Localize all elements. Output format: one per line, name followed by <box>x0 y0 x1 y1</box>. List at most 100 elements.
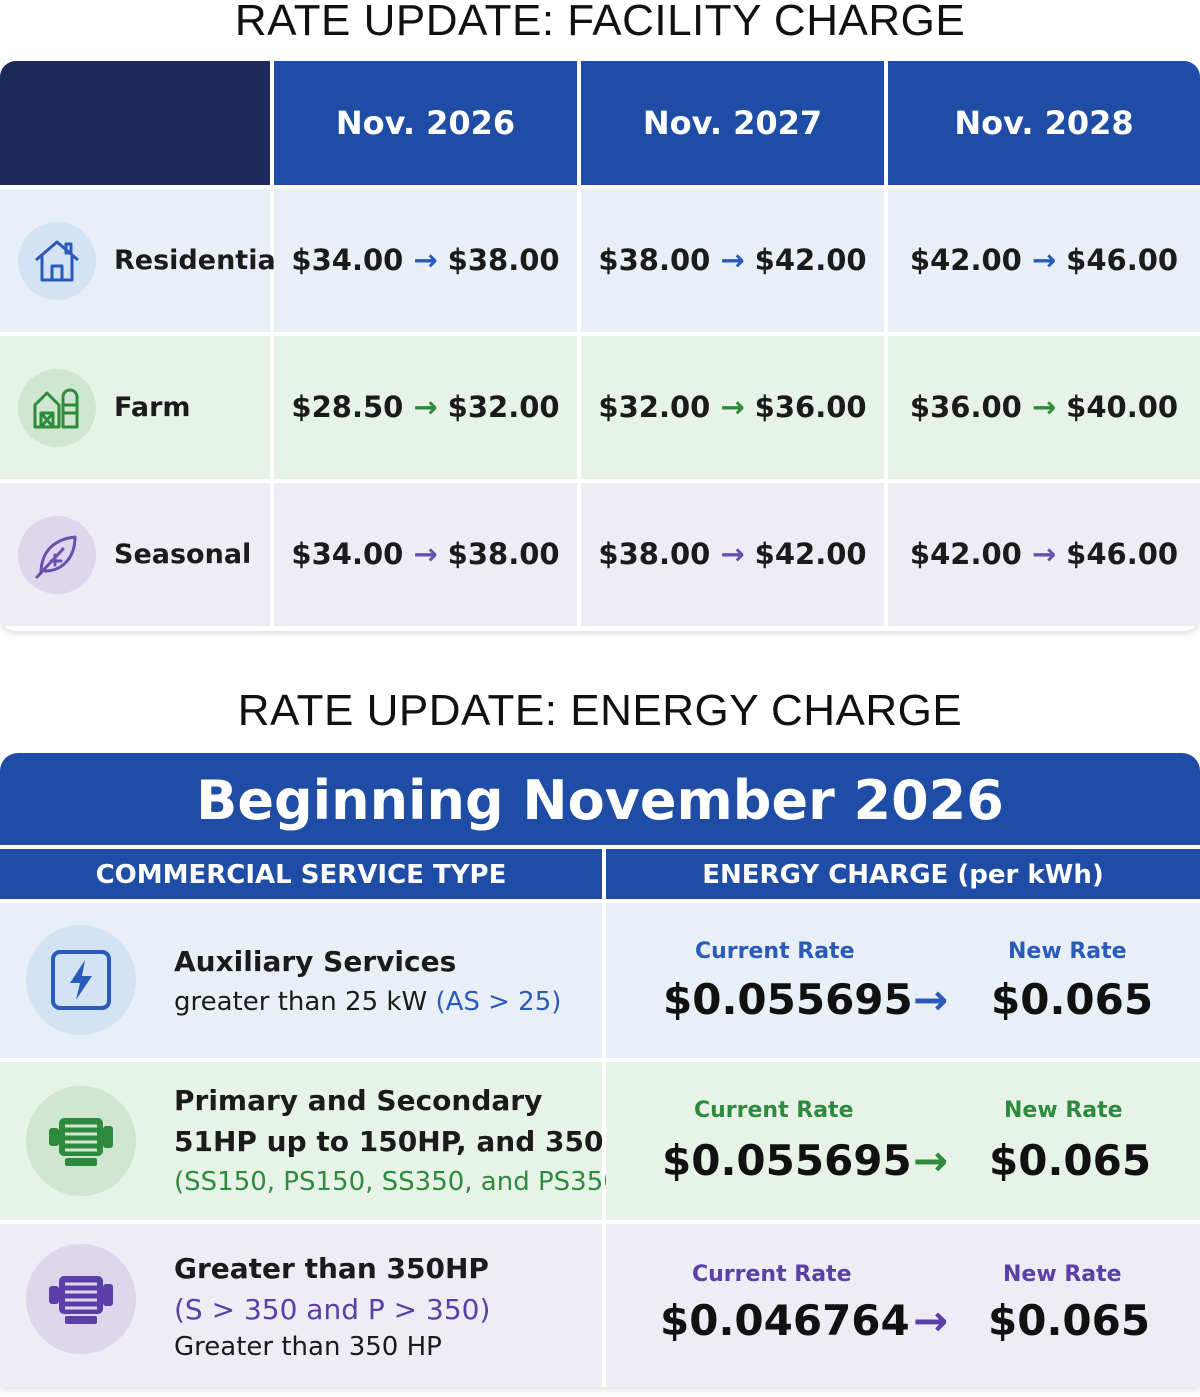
lightning-bolt-icon <box>26 925 136 1035</box>
new-rate: $46.00 <box>1066 537 1179 571</box>
new-rate: $0.065 <box>988 1296 1151 1345</box>
column-header-service-type: COMMERCIAL SERVICE TYPE <box>0 849 602 899</box>
energy-charge-cell: Current Rate New Rate $0.055695 → $0.065 <box>606 1062 1200 1220</box>
service-description: Auxiliary Services greater than 25 kW (A… <box>174 941 561 1023</box>
rate-cell: $38.00 → $42.00 <box>581 189 884 332</box>
rate-cell: $34.00 → $38.00 <box>274 189 577 332</box>
arrow-right-icon: → <box>720 537 745 571</box>
service-detail: greater than 25 kW <box>174 987 428 1017</box>
arrow-right-icon: → <box>913 1136 949 1185</box>
column-header-label: Nov. 2028 <box>954 104 1134 142</box>
table-corner <box>0 61 270 185</box>
arrow-right-icon: → <box>413 390 438 424</box>
service-type-cell: Auxiliary Services greater than 25 kW (A… <box>0 903 602 1058</box>
row-label: Seasonal <box>114 539 252 570</box>
barn-silo-icon <box>18 369 96 447</box>
column-header: Nov. 2027 <box>581 61 884 185</box>
arrow-right-icon: → <box>1031 537 1057 571</box>
old-rate: $32.00 <box>598 390 711 424</box>
new-rate: $38.00 <box>447 537 560 571</box>
column-header-label: Nov. 2027 <box>642 104 823 142</box>
old-rate: $38.00 <box>598 537 711 571</box>
current-rate: $0.055695 <box>663 975 913 1024</box>
rate-cell: $42.00 → $46.00 <box>888 483 1200 626</box>
current-rate: $0.055695 <box>662 1136 912 1185</box>
energy-charge-table: Beginning November 2026 COMMERCIAL SERVI… <box>0 753 1200 1387</box>
old-rate: $34.00 <box>291 243 404 277</box>
new-rate: $36.00 <box>754 390 867 424</box>
arrow-right-icon: → <box>413 537 438 571</box>
energy-charge-cell: Current Rate New Rate $0.055695 → $0.065 <box>606 903 1200 1058</box>
current-rate-label: Current Rate <box>694 1098 854 1123</box>
rate-code: (S > 350 and P > 350) <box>174 1293 491 1326</box>
old-rate: $36.00 <box>909 390 1022 424</box>
new-rate-label: New Rate <box>1004 1098 1123 1123</box>
old-rate: $34.00 <box>291 537 404 571</box>
arrow-right-icon: → <box>913 1296 949 1345</box>
table-row: Primary and Secondary 51HP up to 150HP, … <box>0 1062 1200 1220</box>
service-type-cell: Greater than 350HP (S > 350 and P > 350)… <box>0 1224 602 1387</box>
service-description: Primary and Secondary 51HP up to 150HP, … <box>174 1080 647 1203</box>
new-rate: $32.00 <box>447 390 560 424</box>
row-label-cell: Seasonal <box>0 483 270 626</box>
rate-cell: $42.00 → $46.00 <box>888 189 1200 332</box>
rate-code: (AS > 25) <box>435 987 562 1017</box>
arrow-right-icon: → <box>913 975 949 1024</box>
service-detail: 51HP up to 150HP, and 350HP <box>174 1125 648 1158</box>
arrow-right-icon: → <box>1031 243 1057 277</box>
column-header: Nov. 2028 <box>888 61 1200 185</box>
row-label: Farm <box>114 392 191 423</box>
new-rate: $0.065 <box>989 1136 1152 1185</box>
table-row: Auxiliary Services greater than 25 kW (A… <box>0 903 1200 1058</box>
energy-charge-title: RATE UPDATE: ENERGY CHARGE <box>237 686 963 735</box>
new-rate-label: New Rate <box>1003 1262 1122 1287</box>
new-rate-label: New Rate <box>1008 939 1127 964</box>
effective-date-banner: Beginning November 2026 <box>0 753 1200 845</box>
column-header: Nov. 2026 <box>274 61 577 185</box>
service-name: Auxiliary Services <box>174 945 457 978</box>
new-rate: $0.065 <box>991 975 1154 1024</box>
old-rate: $42.00 <box>909 537 1022 571</box>
facility-charge-title: RATE UPDATE: FACILITY CHARGE <box>234 0 966 45</box>
rate-cell: $36.00 → $40.00 <box>888 336 1200 479</box>
table-row: Seasonal $34.00 → $38.00 $38.00 → $42.00 $42… <box>0 483 1200 626</box>
current-rate-label: Current Rate <box>692 1262 852 1287</box>
service-name: Primary and Secondary <box>174 1084 543 1117</box>
row-label-cell: Farm <box>0 336 270 479</box>
new-rate: $46.00 <box>1066 243 1179 277</box>
rate-cell: $38.00 → $42.00 <box>581 483 884 626</box>
leaf-icon <box>18 516 96 594</box>
old-rate: $28.50 <box>291 390 404 424</box>
service-description: Greater than 350HP (S > 350 and P > 350)… <box>174 1248 490 1364</box>
new-rate: $42.00 <box>754 243 867 277</box>
house-icon <box>18 222 96 300</box>
rate-cell: $32.00 → $36.00 <box>581 336 884 479</box>
motor-icon <box>26 1086 136 1196</box>
current-rate: $0.046764 <box>660 1296 910 1345</box>
arrow-right-icon: → <box>720 243 745 277</box>
current-rate-label: Current Rate <box>695 939 855 964</box>
arrow-right-icon: → <box>1031 390 1057 424</box>
service-name: Greater than 350HP <box>174 1252 489 1285</box>
column-header-label: Nov. 2026 <box>335 104 516 142</box>
new-rate: $42.00 <box>754 537 867 571</box>
old-rate: $42.00 <box>909 243 1022 277</box>
rate-code: (SS150, PS150, SS350, and PS350) <box>174 1167 630 1197</box>
energy-charge-cell: Current Rate New Rate $0.046764 → $0.065 <box>606 1224 1200 1387</box>
rate-cell: $34.00 → $38.00 <box>274 483 577 626</box>
service-detail: Greater than 350 HP <box>174 1332 442 1362</box>
column-header-energy-charge: ENERGY CHARGE (per kWh) <box>606 849 1200 899</box>
row-label: Residential <box>114 245 285 276</box>
motor-icon <box>26 1244 136 1354</box>
row-label-cell: Residential <box>0 189 285 332</box>
table-row: Greater than 350HP (S > 350 and P > 350)… <box>0 1224 1200 1387</box>
new-rate: $38.00 <box>447 243 560 277</box>
arrow-right-icon: → <box>413 243 438 277</box>
new-rate: $40.00 <box>1066 390 1179 424</box>
old-rate: $38.00 <box>598 243 711 277</box>
arrow-right-icon: → <box>720 390 745 424</box>
service-type-cell: Primary and Secondary 51HP up to 150HP, … <box>0 1062 647 1220</box>
facility-charge-table: Nov. 2026 Nov. 2027 Nov. 2028 Residentia… <box>0 61 1200 631</box>
rate-cell: $28.50 → $32.00 <box>274 336 577 479</box>
table-row: Farm $28.50 → $32.00 $32.00 → $36.00 $36.00 →… <box>0 336 1200 479</box>
